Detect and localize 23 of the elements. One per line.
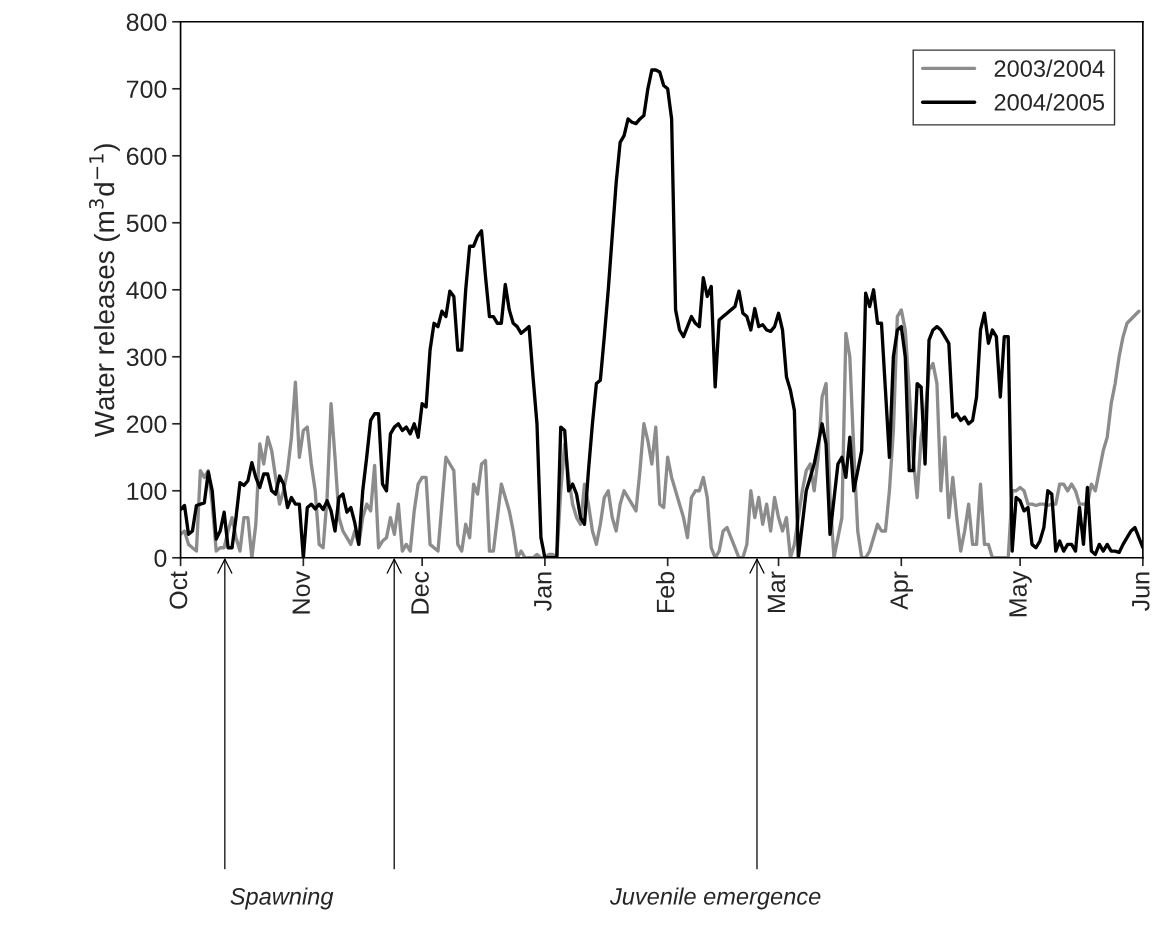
text: Spawning: [230, 887, 334, 910]
y-tick-label: 100: [127, 482, 167, 501]
x-tick-label: Jun: [1132, 572, 1150, 611]
text: Juvenile emergence: [609, 887, 821, 910]
y-tick-label: 600: [126, 147, 167, 166]
x-tick-label: Apr: [890, 571, 913, 610]
y-tick-label: 800: [126, 13, 167, 32]
legend-label: 2004/2005: [994, 93, 1105, 111]
y-tick-label: 200: [126, 415, 167, 434]
y-tick-label: 300: [126, 348, 167, 367]
y-tick-label: 500: [126, 214, 167, 233]
x-tick-label: May: [1009, 571, 1032, 617]
y-tick-label: 700: [126, 80, 167, 99]
x-tick-label: Dec: [411, 571, 429, 614]
x-tick-label: Mar: [767, 571, 786, 612]
y-tick-label: 400: [126, 281, 167, 300]
x-tick-label: Oct: [169, 571, 188, 609]
legend-label: 2003/2004: [994, 59, 1105, 77]
x-tick-label: Feb: [656, 572, 675, 612]
y-tick-label: 0: [154, 549, 167, 568]
y-axis-title: Water releases (m$^{3}$d$^{−1}$): [89, 144, 120, 438]
x-tick-label: Nov: [292, 571, 311, 614]
x-tick-label: Jan: [534, 572, 552, 611]
